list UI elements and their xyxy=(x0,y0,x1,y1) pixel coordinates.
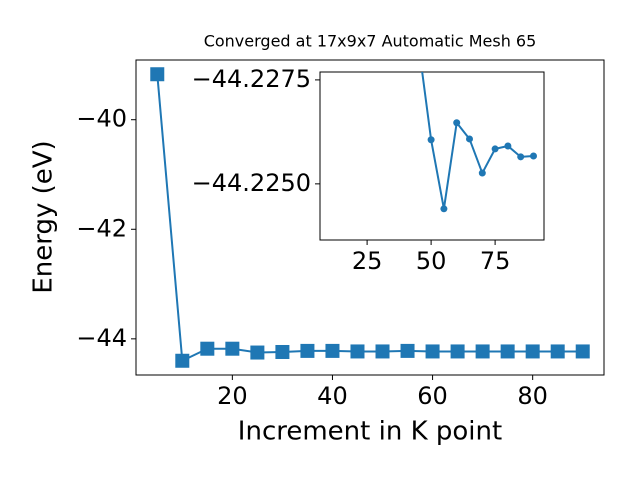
marker xyxy=(530,152,538,160)
marker xyxy=(453,119,461,127)
marker xyxy=(491,145,499,153)
y-tick-label: −44.2250 xyxy=(192,169,311,197)
y-axis-label: Energy (eV) xyxy=(29,140,59,293)
marker xyxy=(525,344,540,359)
chart-title: Converged at 17x9x7 Automatic Mesh 65 xyxy=(204,32,537,51)
y-tick-label: −44.2275 xyxy=(192,65,311,93)
marker xyxy=(550,344,565,359)
marker xyxy=(325,343,340,358)
marker xyxy=(225,341,240,356)
x-tick-label: 80 xyxy=(517,382,548,410)
marker xyxy=(466,135,474,143)
y-tick-label: −42 xyxy=(76,214,127,242)
marker xyxy=(427,136,435,144)
plot-content xyxy=(421,72,538,213)
marker xyxy=(400,343,415,358)
x-tick-label: 40 xyxy=(317,382,348,410)
plot-area xyxy=(319,71,545,241)
marker xyxy=(150,67,165,82)
marker xyxy=(375,344,390,359)
marker xyxy=(250,345,265,360)
marker xyxy=(275,344,290,359)
x-tick-label: 25 xyxy=(352,247,383,275)
x-axis-label: Increment in K point xyxy=(238,417,502,447)
line xyxy=(421,72,534,209)
marker xyxy=(425,344,440,359)
marker xyxy=(475,344,490,359)
marker xyxy=(300,343,315,358)
marker xyxy=(350,344,365,359)
x-tick-label: 20 xyxy=(217,382,248,410)
x-tick-label: 75 xyxy=(480,247,511,275)
marker xyxy=(450,344,465,359)
y-tick-label: −44 xyxy=(76,324,127,352)
marker xyxy=(200,341,215,356)
marker xyxy=(517,153,525,161)
x-tick-label: 50 xyxy=(416,247,447,275)
marker xyxy=(175,353,190,368)
marker xyxy=(575,344,590,359)
y-tick-label: −40 xyxy=(76,105,127,133)
x-tick-label: 60 xyxy=(417,382,448,410)
marker xyxy=(504,142,512,150)
marker xyxy=(478,169,486,177)
marker xyxy=(440,205,448,213)
plot-content xyxy=(150,67,590,368)
marker xyxy=(500,344,515,359)
